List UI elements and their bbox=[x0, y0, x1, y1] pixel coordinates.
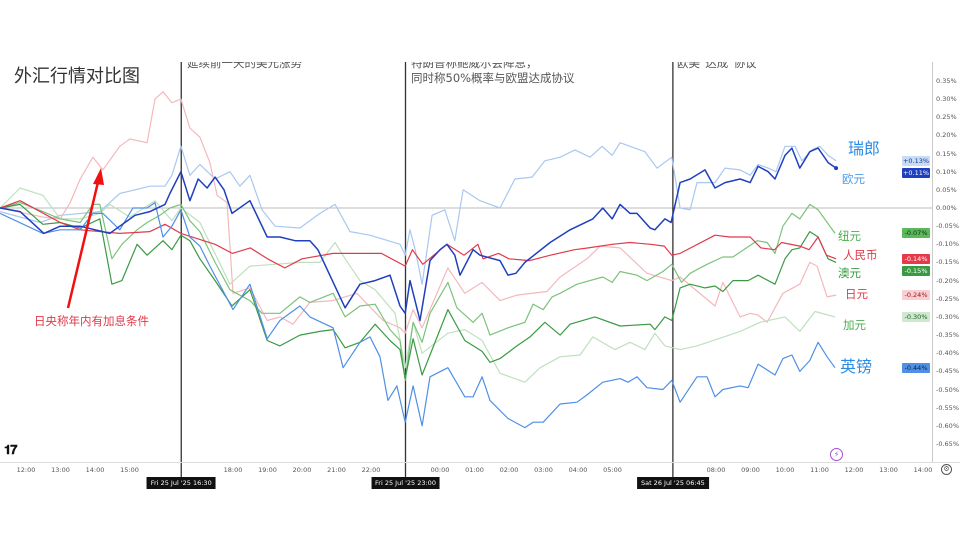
time-axis-border bbox=[0, 462, 960, 463]
settings-gear-icon[interactable]: ⚙ bbox=[941, 464, 952, 475]
y-tick-label: 0.20% bbox=[936, 131, 957, 140]
x-tick-label: 20:00 bbox=[292, 466, 312, 474]
last-point-marker bbox=[834, 166, 839, 171]
series-line-1 bbox=[0, 91, 837, 334]
x-tick-label: 04:00 bbox=[568, 466, 588, 474]
y-tick-label: -0.10% bbox=[936, 240, 959, 249]
x-tick-label: 09:00 bbox=[741, 466, 760, 474]
y-tick-label: 0.10% bbox=[936, 167, 957, 176]
y-tick-label: 0.25% bbox=[936, 113, 957, 122]
x-tick-label: 13:00 bbox=[879, 466, 898, 474]
series-label-4: 澳元 bbox=[838, 266, 861, 280]
x-tick-label: 08:00 bbox=[706, 466, 726, 474]
annotation-area: 延续前一天的美元涨势 特朗普称鲍威尔会降息， 同时称50%概率与欧盟达成协议 欧… bbox=[0, 62, 932, 122]
x-tick-label: 12:00 bbox=[844, 466, 864, 474]
series-label-6: 英镑 bbox=[840, 357, 873, 376]
series-line-3 bbox=[0, 202, 836, 381]
chart-title: 外汇行情对比图 bbox=[14, 66, 140, 87]
price-axis[interactable] bbox=[932, 62, 960, 462]
y-tick-label: -0.15% bbox=[936, 258, 959, 267]
x-tick-label: 00:00 bbox=[430, 466, 450, 474]
y-tick-label: -0.35% bbox=[936, 331, 959, 340]
series-line-5 bbox=[0, 200, 837, 269]
series-line-7 bbox=[0, 147, 837, 322]
price-badge-6: -0.44% bbox=[902, 362, 930, 373]
red-arrow-shaft bbox=[66, 181, 100, 309]
x-tick-label: 02:00 bbox=[499, 466, 519, 474]
x-tick-label: 15:00 bbox=[120, 466, 139, 474]
y-tick-label: -0.50% bbox=[936, 385, 959, 394]
x-tick-label: 18:00 bbox=[223, 466, 243, 474]
price-badge-5: -0.14% bbox=[902, 253, 930, 264]
x-tick-label: 11:00 bbox=[810, 466, 829, 474]
x-tick-label: 05:00 bbox=[603, 466, 622, 474]
y-tick-label: -0.55% bbox=[936, 403, 959, 412]
series-label-3: 纽元 bbox=[838, 229, 861, 243]
event-time-marker-1: Fri 25 Jul '25 23:00 bbox=[371, 477, 440, 489]
price-badge-1: -0.24% bbox=[902, 290, 930, 301]
y-tick-label: 0.15% bbox=[936, 149, 957, 158]
lightning-icon[interactable]: ⚡ bbox=[830, 448, 843, 461]
price-badge-3: -0.07% bbox=[902, 228, 930, 239]
x-tick-label: 12:00 bbox=[16, 466, 36, 474]
y-tick-label: -0.60% bbox=[936, 421, 959, 430]
price-badge-7: +0.11% bbox=[902, 167, 930, 178]
y-tick-label: -0.25% bbox=[936, 294, 959, 303]
x-tick-label: 01:00 bbox=[465, 466, 484, 474]
x-tick-label: 14:00 bbox=[85, 466, 105, 474]
y-tick-label: -0.20% bbox=[936, 276, 959, 285]
annotation-trump-powell: 特朗普称鲍威尔会降息， 同时称50%概率与欧盟达成协议 bbox=[411, 62, 575, 85]
y-tick-label: -0.40% bbox=[936, 349, 959, 358]
x-tick-label: 19:00 bbox=[258, 466, 277, 474]
price-badge-4: -0.15% bbox=[902, 265, 930, 276]
y-tick-label: 0.35% bbox=[936, 76, 957, 85]
series-label-1: 日元 bbox=[845, 287, 868, 301]
y-tick-label: -0.65% bbox=[936, 439, 959, 448]
y-tick-label: -0.05% bbox=[936, 222, 959, 231]
y-tick-label: -0.30% bbox=[936, 312, 959, 321]
series-line-6 bbox=[0, 202, 836, 429]
series-label-2: 加元 bbox=[843, 318, 866, 332]
boj-note-label: 日央称年内有加息条件 bbox=[34, 314, 149, 328]
series-label-7: 瑞郎 bbox=[848, 139, 881, 158]
event-time-marker-0: Fri 25 Jul '25 16:30 bbox=[146, 477, 216, 489]
x-tick-label: 03:00 bbox=[534, 466, 553, 474]
annotation-eu-us-deal: 欧美"达成"协议 bbox=[677, 62, 757, 70]
x-tick-label: 22:00 bbox=[361, 466, 381, 474]
x-tick-label: 21:00 bbox=[327, 466, 346, 474]
series-label-5: 人民币 bbox=[843, 248, 878, 262]
series-line-4 bbox=[0, 203, 837, 380]
event-time-marker-2: Sat 26 Jul '25 06:45 bbox=[636, 477, 709, 489]
y-tick-label: -0.45% bbox=[936, 367, 959, 376]
x-tick-label: 10:00 bbox=[775, 466, 795, 474]
series-line-0 bbox=[0, 142, 837, 285]
red-arrow-head bbox=[93, 168, 104, 185]
y-tick-label: 0.00% bbox=[936, 204, 957, 212]
x-tick-label: 14:00 bbox=[913, 466, 933, 474]
series-label-0: 欧元 bbox=[842, 172, 865, 186]
y-tick-label: 0.30% bbox=[936, 95, 957, 104]
price-badge-2: -0.30% bbox=[902, 311, 930, 322]
y-tick-label: 0.05% bbox=[936, 185, 957, 194]
x-tick-label: 13:00 bbox=[51, 466, 70, 474]
series-line-2 bbox=[0, 187, 836, 383]
annotation-dollar-rally: 延续前一天的美元涨势 bbox=[187, 62, 302, 70]
price-badge-0: +0.13% bbox=[902, 155, 930, 166]
tradingview-logo[interactable]: 𝟏𝟕 bbox=[4, 443, 18, 458]
